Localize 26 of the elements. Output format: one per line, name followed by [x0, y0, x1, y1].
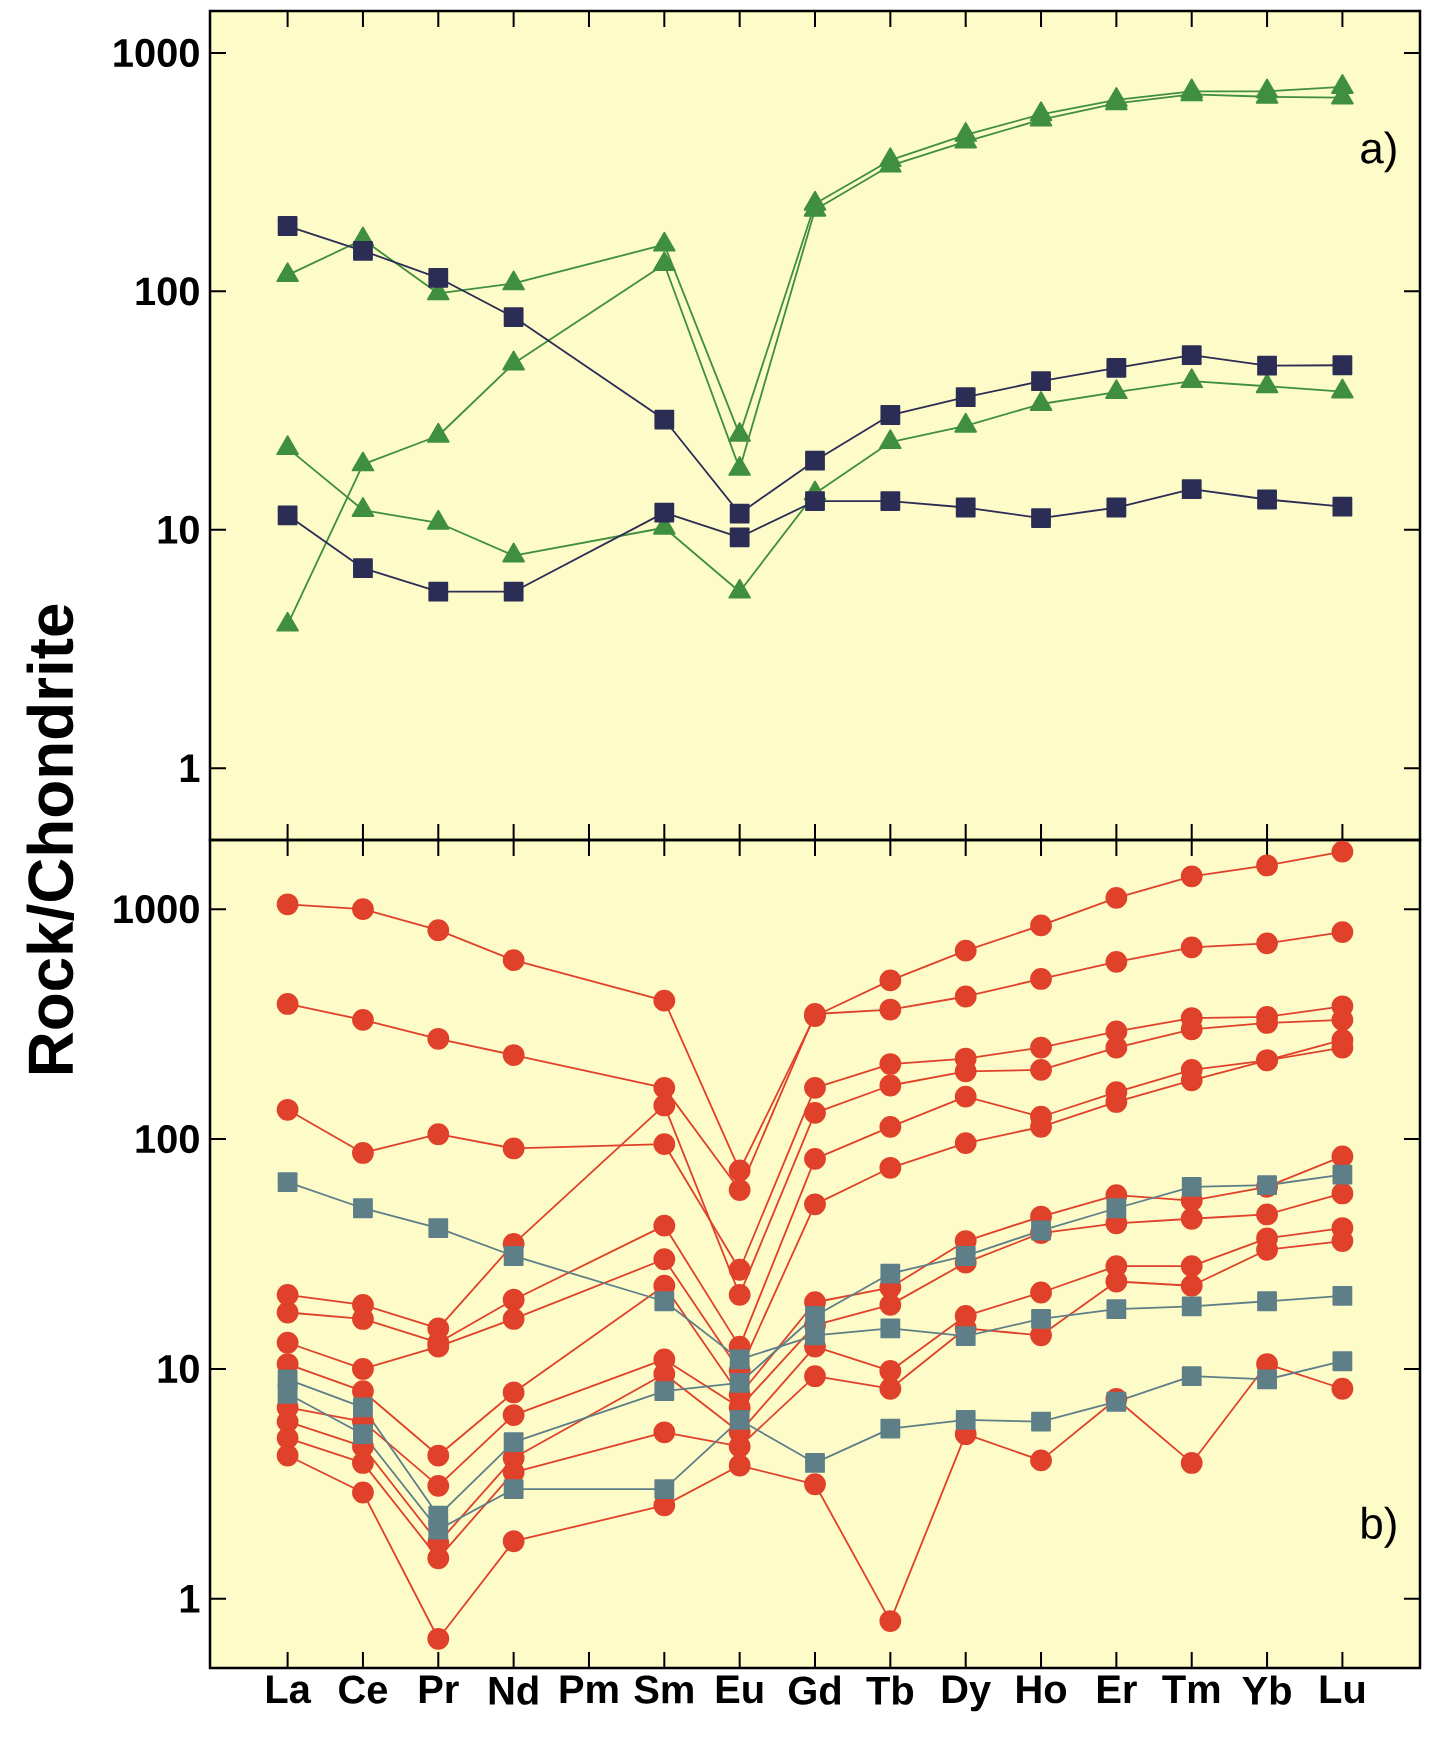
x-tick-label: Eu [716, 1675, 763, 1704]
x-tick-label: Ho [1017, 1675, 1067, 1704]
y-axis-title: Rock/Chondrite [26, 604, 75, 1074]
annotation: a) [1361, 131, 1396, 173]
y-tick-label: 100 [136, 277, 199, 306]
y-tick-label: 1 [180, 754, 200, 782]
x-tick-label: Gd [788, 1675, 841, 1705]
x-tick-label: Er [1098, 1675, 1137, 1703]
x-tick-label: Ce [339, 1675, 388, 1704]
x-tick-label: Pm [560, 1675, 618, 1703]
y-tick-label: 1000 [114, 38, 199, 68]
x-tick-label: La [267, 1675, 312, 1704]
annotation: b) [1362, 1506, 1396, 1548]
y-tick-label: 1000 [114, 895, 199, 924]
y-tick-label: 10 [158, 1354, 199, 1384]
x-tick-label: Lu [1320, 1675, 1365, 1704]
y-tick-label: 10 [158, 515, 199, 544]
x-tick-label: Yb [1242, 1675, 1291, 1705]
y-tick-label: 100 [136, 1124, 199, 1154]
x-tick-label: Tb [866, 1675, 914, 1705]
y-tick-label: 1 [180, 1585, 200, 1613]
x-tick-label: Tm [1162, 1675, 1220, 1703]
x-tick-label: Pr [419, 1675, 459, 1703]
x-tick-label: Dy [942, 1675, 991, 1712]
x-tick-label: Sm [634, 1675, 693, 1704]
x-tick-label: Nd [489, 1675, 538, 1705]
